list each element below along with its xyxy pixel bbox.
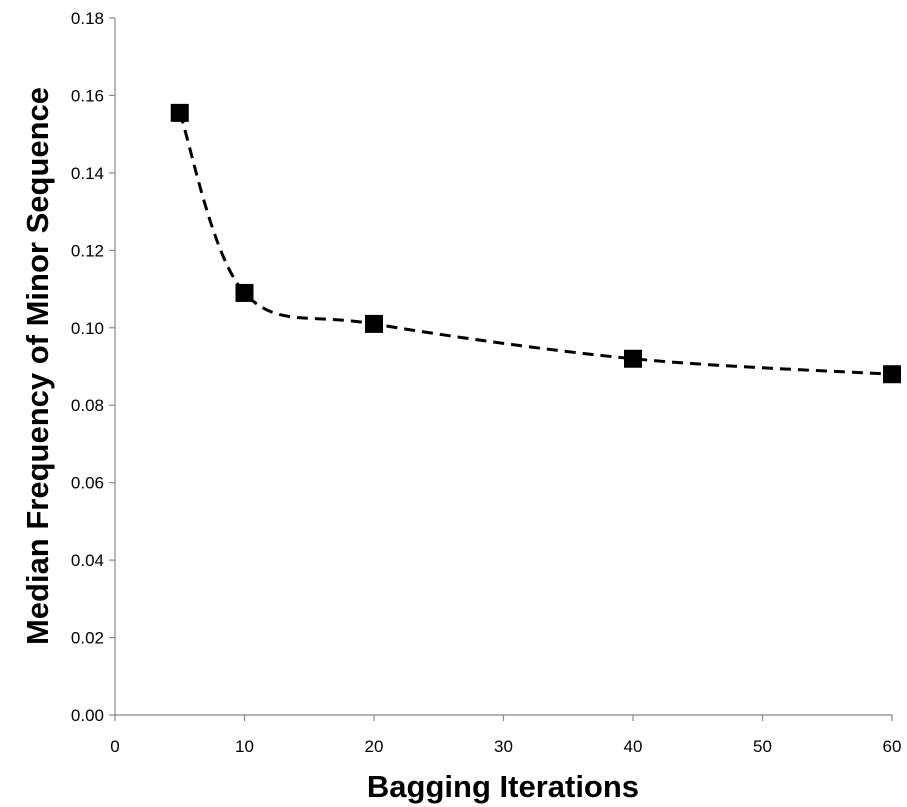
x-tick-label: 0 [110,737,119,756]
y-tick-label: 0.14 [71,164,104,183]
y-tick-label: 0.04 [71,551,104,570]
y-tick-label: 0.16 [71,86,104,105]
x-tick-label: 30 [494,737,513,756]
x-tick-label: 60 [883,737,902,756]
data-point-marker [170,103,189,122]
y-tick-label: 0.18 [71,9,104,28]
x-axis-title: Bagging Iterations [367,769,639,804]
y-ticks: 0.00 0.02 0.04 0.06 0.08 0.10 0.12 0.14 0.16 0.18 [71,9,115,725]
x-tick-label: 20 [365,737,384,756]
y-axis-title: Median Frequency of Minor Sequence [20,87,55,645]
y-tick-label: 0.08 [71,396,104,415]
series-line [178,112,893,376]
y-tick-label: 0.02 [71,629,104,648]
y-tick-label: 0.12 [71,241,104,260]
y-tick-label: 0.06 [71,474,104,493]
y-tick-label: 0.10 [71,319,104,338]
x-tick-label: 40 [624,737,643,756]
x-tick-label: 50 [753,737,772,756]
data-point-marker [883,365,901,384]
x-tick-label: 10 [235,737,254,756]
data-point-marker [235,283,254,302]
data-point-marker [365,314,383,333]
plot-area: 0.00 0.02 0.04 0.06 0.08 0.10 0.12 0.14 0.16 0.18… [71,9,902,756]
y-tick-label: 0.00 [71,706,104,725]
series-layer [170,103,901,384]
data-point-marker [624,349,642,368]
x-ticks: 0 10 20 30 40 50 60 [110,715,901,756]
